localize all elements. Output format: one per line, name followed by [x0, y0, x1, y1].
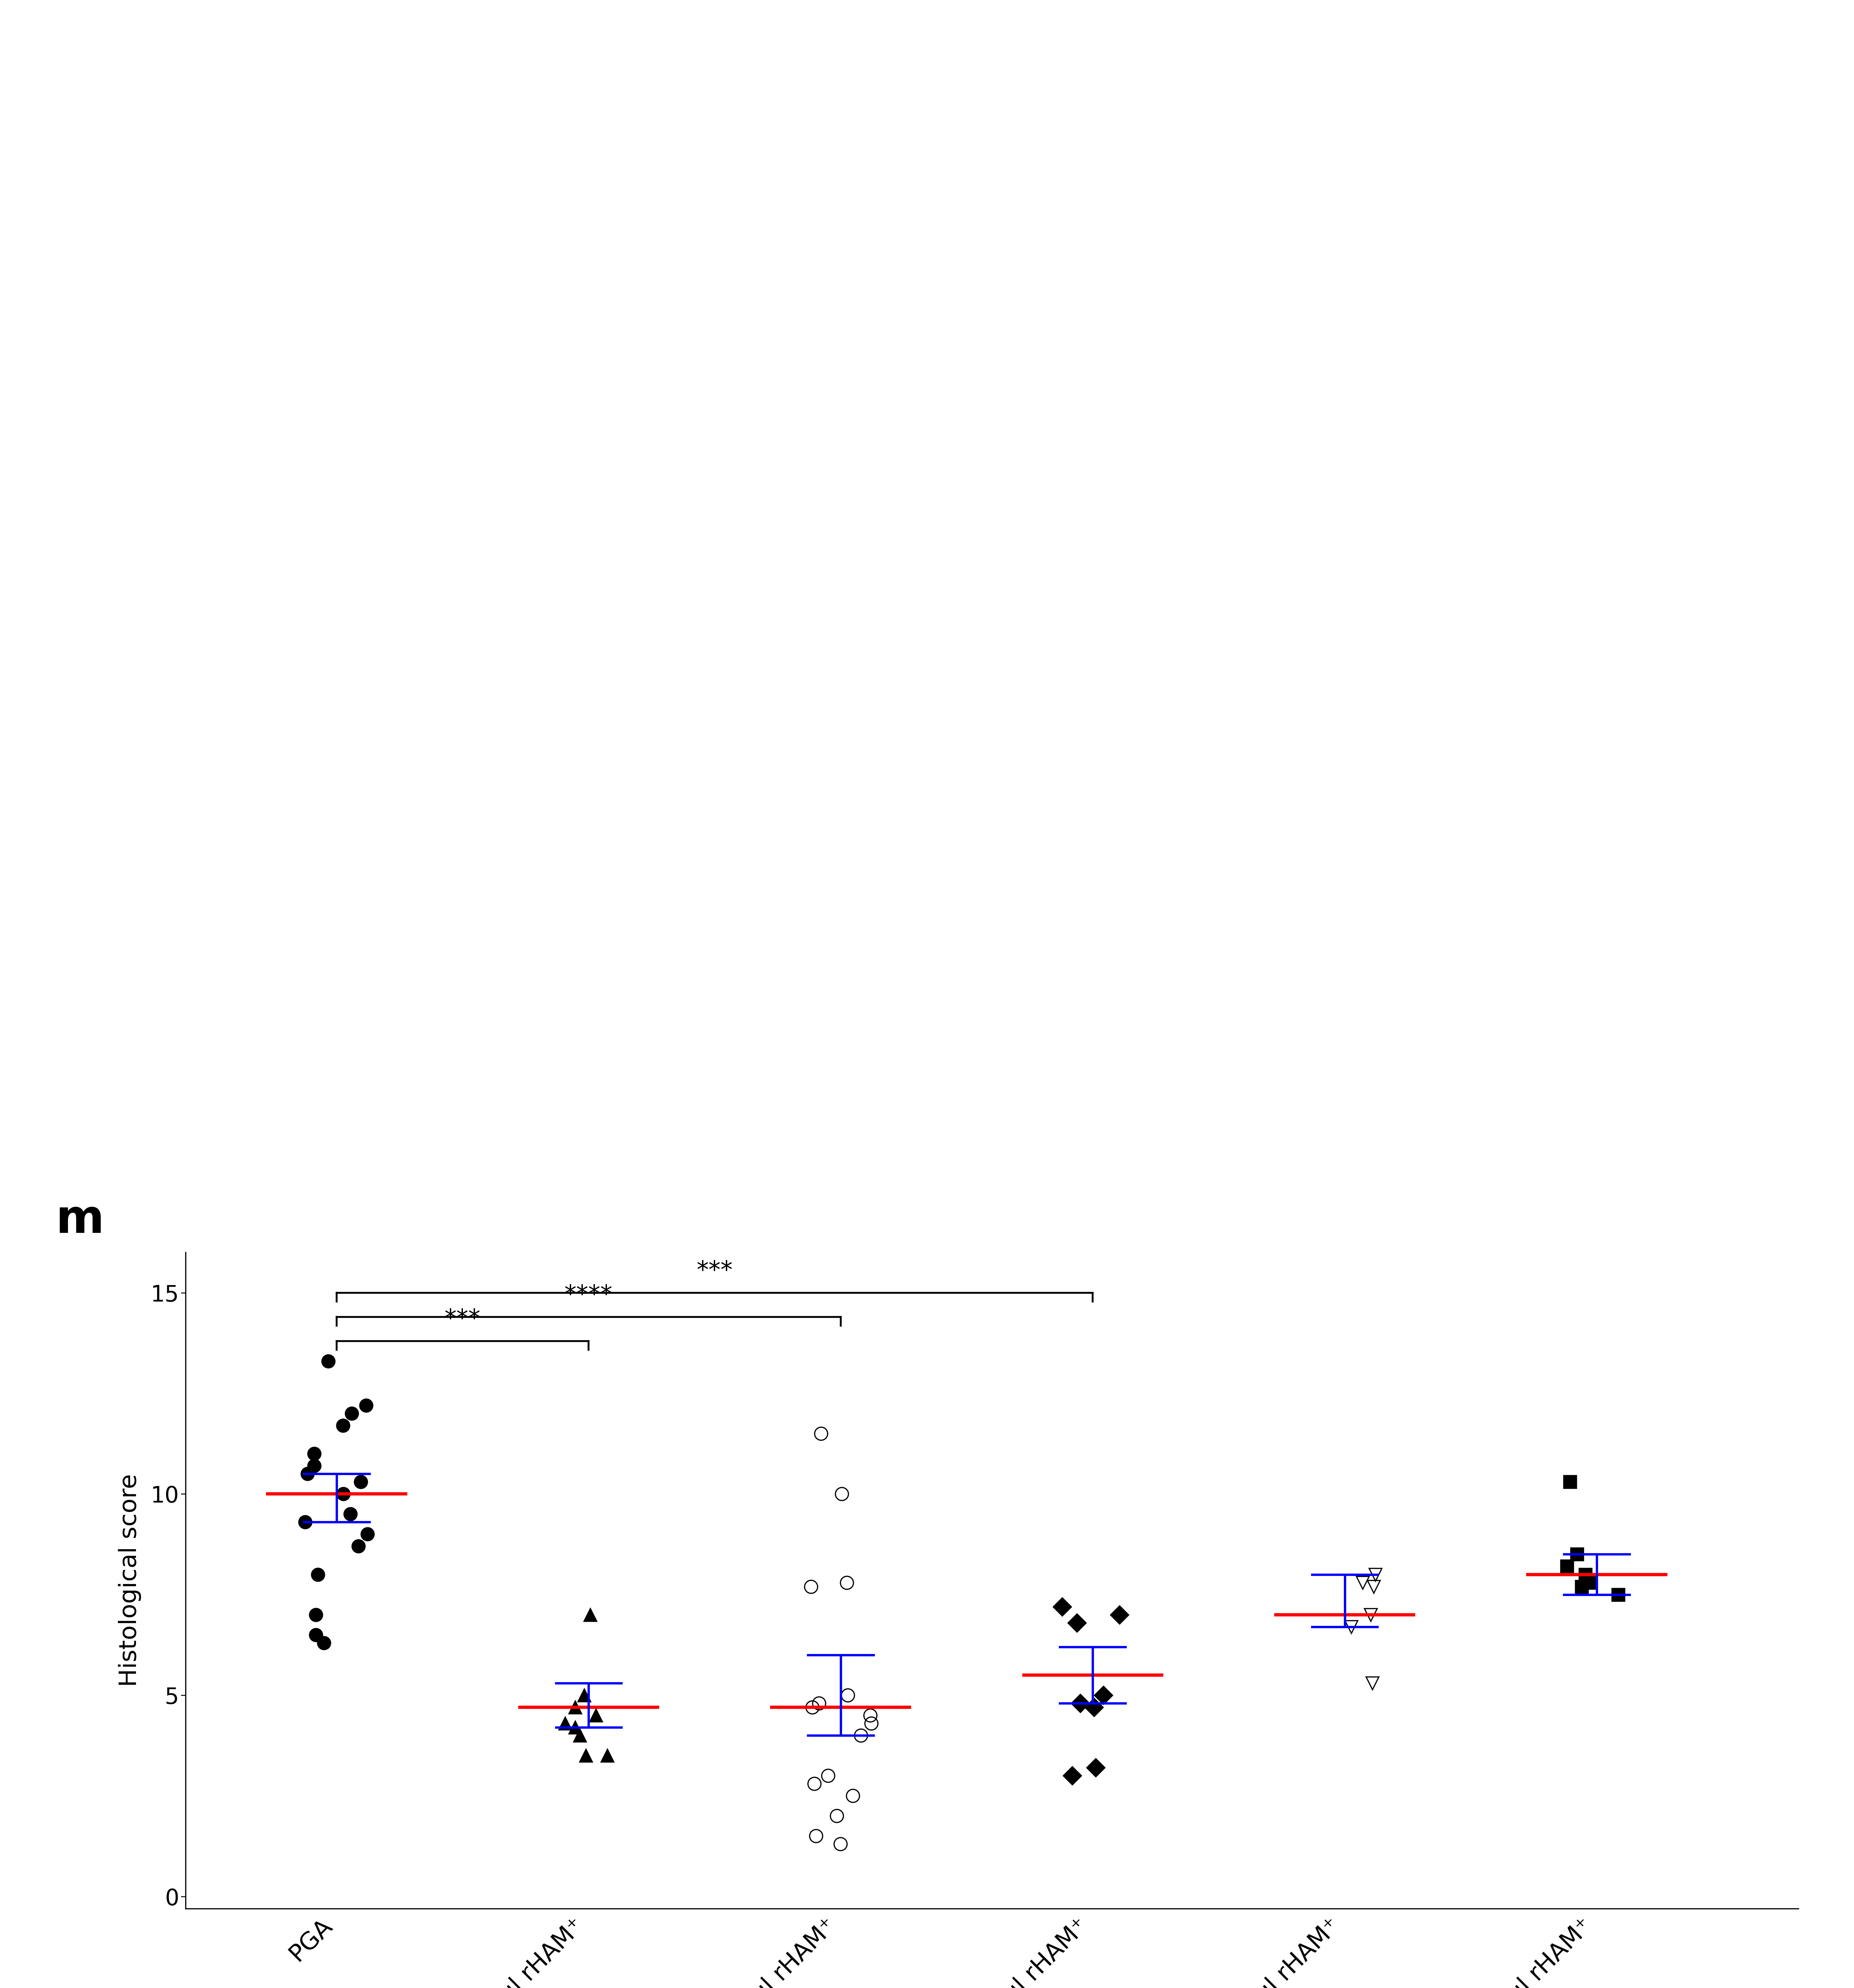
Text: ***: ***	[445, 1308, 480, 1330]
Text: ****: ****	[564, 1284, 614, 1306]
Y-axis label: Histological score: Histological score	[119, 1473, 141, 1688]
Text: m: m	[56, 1197, 104, 1242]
Text: ***: ***	[697, 1260, 732, 1282]
